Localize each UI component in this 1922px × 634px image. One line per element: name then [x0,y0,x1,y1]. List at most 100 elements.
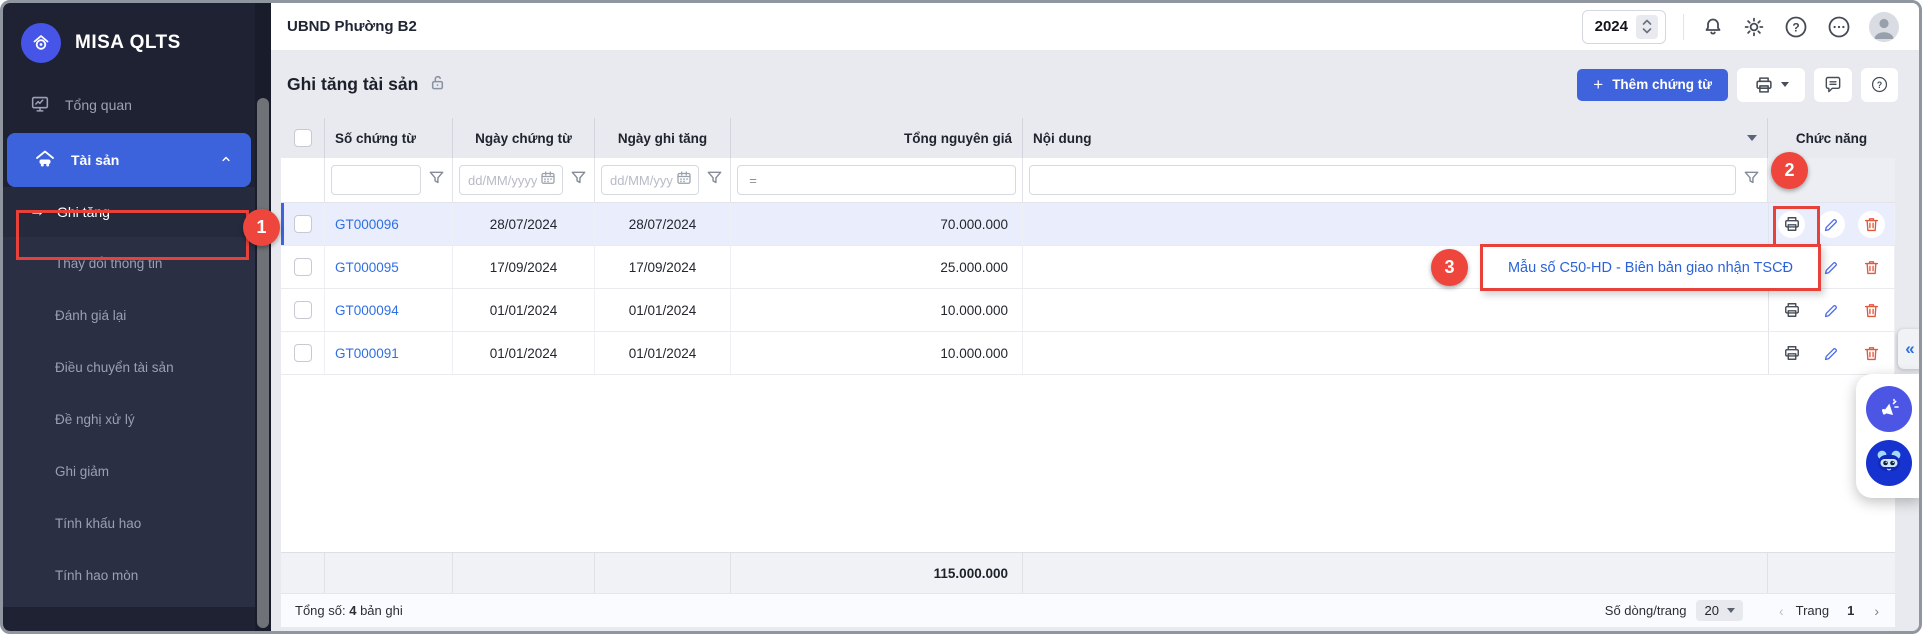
doc-date: 28/07/2024 [489,216,558,232]
filter-funnel-icon[interactable] [1742,168,1761,192]
unlock-icon[interactable] [427,72,448,98]
plus-icon: + [1593,74,1604,94]
voucher-link[interactable]: GT000095 [335,259,399,275]
year-selector[interactable]: 2024 [1581,9,1666,44]
select-all-checkbox[interactable] [293,129,312,147]
sidebar-item-ghi-giam[interactable]: Ghi giảm [3,445,255,497]
col-header-actions: Chức năng [1795,130,1868,146]
sidebar-item-de-nghi-xu-ly[interactable]: Đề nghị xử lý [3,393,255,445]
settings-gear-icon[interactable] [1742,15,1766,39]
row-checkbox[interactable] [293,215,312,233]
trash-icon [1864,260,1879,274]
print-row-button[interactable] [1778,296,1805,324]
print-template-tooltip[interactable]: Mẫu số C50-HD - Biên bản giao nhận TSCĐ [1480,244,1821,291]
inc-date: 01/01/2024 [628,345,697,361]
print-split-button[interactable] [1737,67,1805,102]
filter-funnel-icon[interactable] [569,168,588,192]
row-checkbox[interactable] [293,301,312,319]
notifications-bell-icon[interactable] [1701,15,1725,39]
annotation-box-print-icon [1773,206,1820,247]
chatbot-button[interactable] [1866,440,1912,486]
scrollbar-thumb[interactable] [257,98,269,628]
filter-amount-input[interactable] [768,172,1015,188]
page-size-select[interactable]: 20 [1696,600,1743,621]
col-header-doc-date[interactable]: Ngày chứng từ [453,118,595,158]
col-header-content[interactable]: Nội dung [1023,118,1768,158]
collapse-panel-tab[interactable]: « [1898,329,1919,369]
delete-row-button[interactable] [1858,339,1885,367]
announcements-button[interactable] [1866,386,1912,432]
delete-row-button[interactable] [1858,210,1885,238]
row-checkbox[interactable] [293,258,312,276]
col-header-inc-date[interactable]: Ngày ghi tăng [595,118,731,158]
feedback-chat-button[interactable] [1814,67,1852,102]
edit-pencil-icon [1824,347,1837,360]
voucher-link[interactable]: GT000094 [335,302,399,318]
edit-row-button[interactable] [1818,296,1845,324]
table-row[interactable]: GT000096 28/07/2024 28/07/2024 70.000.00… [281,203,1895,246]
page-help-button[interactable]: ? [1861,67,1898,102]
prev-page-button[interactable]: ‹ [1778,602,1784,619]
edit-row-button[interactable] [1818,339,1845,367]
help-icon[interactable]: ? [1783,14,1809,40]
printer-icon [1784,217,1799,231]
filter-content-input[interactable] [1029,165,1736,195]
filter-inc-date-input[interactable] [610,172,673,188]
filter-doc-no-input[interactable] [331,165,421,195]
next-page-button[interactable]: › [1874,602,1879,619]
sidebar-item-assets[interactable]: Tài sản [7,133,251,187]
print-row-button[interactable] [1778,339,1805,367]
col-header-doc-no[interactable]: Số chứng từ [325,118,453,158]
voucher-link[interactable]: GT000091 [335,345,399,361]
calendar-icon[interactable] [539,169,557,192]
print-row-button[interactable] [1778,210,1805,238]
edit-row-button[interactable] [1818,253,1845,281]
sidebar: MISA QLTS Tổng quan Tài sản [3,3,255,631]
more-options-icon[interactable] [1826,14,1852,40]
sidebar-item-label: Tài sản [71,152,120,168]
sidebar-item-label: Điều chuyển tài sản [55,359,174,375]
filter-doc-date-input[interactable] [468,172,537,188]
voucher-link[interactable]: GT000096 [335,216,399,232]
edit-pencil-icon [1824,218,1837,231]
org-title: UBND Phường B2 [287,18,417,35]
col-header-total-cost[interactable]: Tổng nguyên giá [731,118,1023,158]
sidebar-item-danh-gia-lai[interactable]: Đánh giá lại [3,289,255,341]
table-row[interactable]: GT000094 01/01/2024 01/01/2024 10.000.00… [281,289,1895,332]
total-cost: 10.000.000 [940,345,1008,361]
filter-inc-date-field[interactable] [601,165,699,195]
sidebar-item-label: Tổng quan [65,97,132,113]
filter-funnel-icon[interactable] [427,168,446,192]
sidebar-scrollbar[interactable] [255,3,271,631]
sidebar-item-tinh-hao-mon[interactable]: Tính hao mòn [3,549,255,601]
filter-doc-date-field[interactable] [459,165,563,195]
delete-row-button[interactable] [1858,253,1885,281]
sidebar-item-dieu-chuyen-tai-san[interactable]: Điều chuyển tài sản [3,341,255,393]
total-sum: 115.000.000 [933,565,1008,581]
svg-text:?: ? [1877,80,1882,90]
print-template-label[interactable]: Mẫu số C50-HD - Biên bản giao nhận TSCĐ [1507,259,1794,276]
filter-amount-field[interactable]: = [737,165,1016,195]
dashboard-icon [29,93,51,118]
topbar: UBND Phường B2 2024 [271,3,1919,51]
sidebar-item-tinh-khau-hao[interactable]: Tính khấu hao [3,497,255,549]
inc-date: 17/09/2024 [628,259,697,275]
edit-row-button[interactable] [1818,210,1845,238]
user-avatar[interactable] [1869,11,1899,42]
brand: MISA QLTS [3,3,255,77]
row-checkbox[interactable] [293,344,312,362]
annotation-step-1: 1 [243,209,280,246]
table-row[interactable]: GT000091 01/01/2024 01/01/2024 10.000.00… [281,332,1895,375]
filter-funnel-icon[interactable] [705,168,724,192]
equals-operator[interactable]: = [749,172,757,188]
sidebar-item-overview[interactable]: Tổng quan [3,77,255,133]
delete-row-button[interactable] [1858,296,1885,324]
sidebar-item-label: Tính hao mòn [55,567,139,583]
year-stepper[interactable] [1636,14,1658,39]
section-actions: + Thêm chứng từ [1577,67,1898,102]
calendar-icon[interactable] [675,169,693,192]
add-voucher-button[interactable]: + Thêm chứng từ [1577,68,1728,101]
sort-desc-icon[interactable] [1747,135,1757,141]
assets-icon [33,147,57,174]
